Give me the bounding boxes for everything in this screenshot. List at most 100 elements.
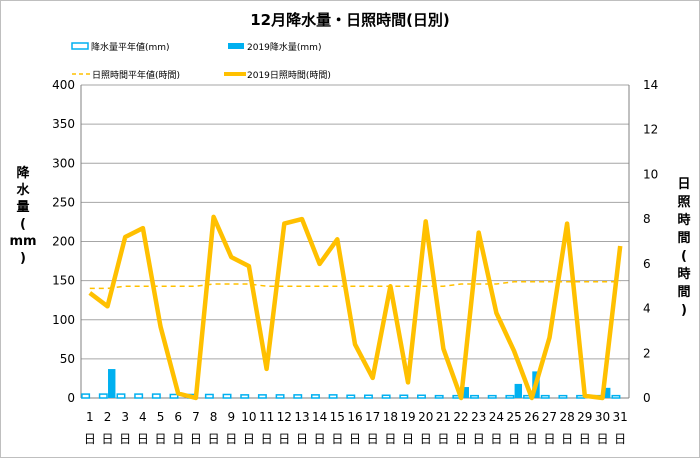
precip-avg-bar bbox=[204, 393, 214, 399]
precip-avg-bar bbox=[487, 394, 497, 399]
legend: 降水量平年値(mm) 2019降水量(mm) 日照時間平年値(時間) 2019日… bbox=[71, 41, 331, 81]
x-tick-day-number: 8 bbox=[210, 410, 218, 424]
x-tick-day-suffix: 日 bbox=[102, 432, 114, 446]
x-tick-day-suffix: 日 bbox=[119, 432, 131, 446]
x-tick-day-number: 24 bbox=[489, 410, 504, 424]
x-tick-day-number: 12 bbox=[277, 410, 292, 424]
x-tick-day-suffix: 日 bbox=[420, 432, 432, 446]
precip-avg-bar bbox=[310, 394, 320, 399]
x-tick-day-number: 30 bbox=[595, 410, 610, 424]
legend-label-sun-avg: 日照時間平年値(時間) bbox=[92, 69, 180, 81]
y-tick-left: 350 bbox=[52, 117, 75, 131]
precip-avg-bar bbox=[328, 394, 338, 399]
y-label-left-char: mm bbox=[9, 234, 36, 249]
x-tick-day-suffix: 日 bbox=[349, 432, 361, 446]
x-tick-day-number: 11 bbox=[259, 410, 274, 424]
legend-swatch-precip-avg bbox=[71, 42, 89, 50]
y-tick-left: 0 bbox=[67, 391, 75, 405]
x-tick-day-number: 28 bbox=[559, 410, 574, 424]
precip-avg-bar bbox=[558, 394, 568, 399]
x-tick-day-suffix: 日 bbox=[614, 432, 626, 446]
y-label-right: 日照時間(時間) bbox=[677, 177, 690, 318]
legend-label-sun-2019: 2019日照時間(時間) bbox=[247, 70, 331, 81]
y-ticks-left: 0 50 100 150 200 250 300 350 400 bbox=[52, 78, 75, 405]
y-label-right-char: ( bbox=[681, 249, 687, 264]
y-tick-right: 4 bbox=[643, 302, 651, 316]
x-tick-day-number: 14 bbox=[312, 410, 327, 424]
precip-avg-bar bbox=[293, 394, 303, 399]
x-tick-day-suffix: 日 bbox=[384, 432, 396, 446]
x-tick-day-number: 17 bbox=[365, 410, 380, 424]
x-tick-day-suffix: 日 bbox=[367, 432, 379, 446]
chart-title: 12月降水量・日照時間(日別) bbox=[250, 11, 450, 29]
x-tick-day-number: 7 bbox=[192, 410, 200, 424]
x-tick-day-suffix: 日 bbox=[84, 432, 96, 446]
x-tick-day-number: 9 bbox=[227, 410, 235, 424]
precip-avg-bar bbox=[381, 394, 391, 399]
precip-avg-bar bbox=[134, 393, 144, 399]
precip-avg-bar bbox=[364, 394, 373, 399]
y-tick-right: 12 bbox=[643, 123, 658, 137]
precip-avg-bar bbox=[470, 394, 479, 399]
x-tick-day-suffix: 日 bbox=[172, 432, 184, 446]
precip-avg-bar bbox=[222, 393, 232, 399]
legend-item-precip-2019: 2019降水量(mm) bbox=[228, 41, 321, 53]
precip-avg-bar bbox=[505, 394, 515, 399]
x-tick-day-number: 31 bbox=[613, 410, 628, 424]
x-tick-day-suffix: 日 bbox=[526, 432, 538, 446]
precip-avg-bar bbox=[169, 393, 179, 399]
y-ticks-right: 0 2 4 6 8 10 12 14 bbox=[643, 78, 658, 405]
y-tick-left: 250 bbox=[52, 195, 75, 209]
y-label-left-char: 量 bbox=[16, 200, 29, 215]
precip-avg-bar bbox=[399, 394, 409, 399]
precip-avg-bar bbox=[240, 394, 250, 399]
y-label-left-char: ) bbox=[20, 251, 26, 266]
y-label-left-char: 降 bbox=[16, 165, 30, 181]
y-label-left-char: 水 bbox=[16, 182, 30, 198]
y-tick-left: 200 bbox=[52, 235, 75, 249]
x-tick-day-suffix: 日 bbox=[596, 432, 608, 446]
y-tick-left: 400 bbox=[52, 78, 75, 92]
x-tick-day-number: 19 bbox=[400, 410, 415, 424]
precip-2019-bar bbox=[461, 387, 469, 398]
x-tick-day-number: 25 bbox=[506, 410, 521, 424]
y-label-right-char: 時 bbox=[677, 212, 690, 228]
x-ticks: 1日2日3日4日5日6日7日8日9日10日11日12日13日14日15日16日1… bbox=[84, 410, 628, 446]
precip-avg-bar bbox=[346, 394, 356, 399]
x-tick-day-suffix: 日 bbox=[314, 432, 326, 446]
precip-avg-bar bbox=[116, 393, 126, 399]
x-tick-day-suffix: 日 bbox=[208, 432, 220, 446]
y-label-right-char: 間 bbox=[677, 285, 690, 300]
x-tick-day-suffix: 日 bbox=[155, 432, 167, 446]
precip-2019-bar bbox=[514, 383, 523, 398]
x-tick-day-suffix: 日 bbox=[278, 432, 290, 446]
precip-2019-bar bbox=[602, 387, 611, 398]
y-tick-right: 0 bbox=[643, 391, 651, 405]
x-tick-day-suffix: 日 bbox=[455, 432, 467, 446]
x-tick-day-suffix: 日 bbox=[331, 432, 343, 446]
x-tick-day-number: 2 bbox=[104, 410, 112, 424]
y-tick-left: 150 bbox=[52, 274, 75, 288]
x-tick-day-suffix: 日 bbox=[473, 432, 485, 446]
x-tick-day-suffix: 日 bbox=[437, 432, 449, 446]
x-tick-day-suffix: 日 bbox=[508, 432, 520, 446]
x-tick-day-suffix: 日 bbox=[543, 432, 555, 446]
y-tick-right: 2 bbox=[643, 346, 651, 360]
x-tick-day-suffix: 日 bbox=[190, 432, 202, 446]
x-tick-day-number: 5 bbox=[157, 410, 165, 424]
precip-avg-bar bbox=[434, 394, 444, 399]
precip-avg-bar bbox=[81, 393, 91, 399]
precip-avg-bar bbox=[611, 394, 621, 399]
legend-item-sun-avg: 日照時間平年値(時間) bbox=[72, 69, 180, 81]
legend-label-precip-avg: 降水量平年値(mm) bbox=[91, 41, 170, 53]
y-tick-left: 300 bbox=[52, 156, 75, 170]
gridlines bbox=[81, 84, 629, 360]
x-tick-day-number: 22 bbox=[453, 410, 468, 424]
legend-swatch-precip-2019 bbox=[228, 43, 244, 49]
x-tick-day-number: 3 bbox=[121, 410, 129, 424]
x-tick-day-number: 4 bbox=[139, 410, 147, 424]
y-tick-right: 14 bbox=[643, 78, 658, 92]
y-label-left: 降水量 (mm) bbox=[9, 165, 36, 266]
precip-avg-bar bbox=[275, 394, 285, 399]
